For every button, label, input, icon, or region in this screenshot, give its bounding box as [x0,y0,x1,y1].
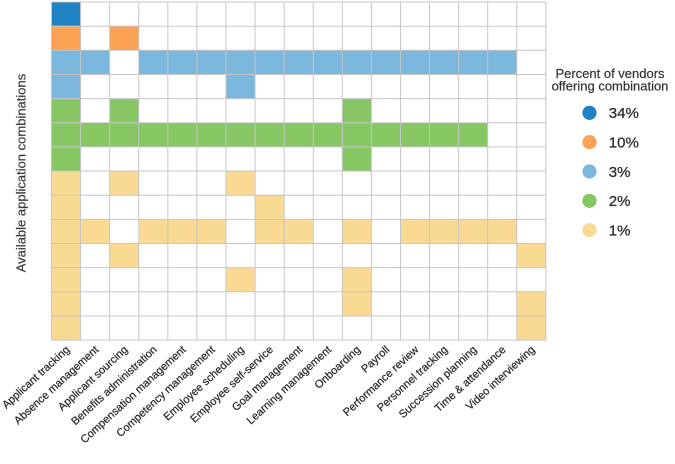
svg-text:offering combination: offering combination [552,78,669,93]
svg-text:10%: 10% [609,135,639,152]
svg-text:Available application combinat: Available application combinations [14,73,29,272]
svg-text:1%: 1% [609,223,631,240]
svg-text:2%: 2% [609,193,631,210]
svg-text:3%: 3% [609,164,631,181]
svg-text:Percent of vendors: Percent of vendors [555,66,665,81]
svg-text:34%: 34% [609,105,639,122]
